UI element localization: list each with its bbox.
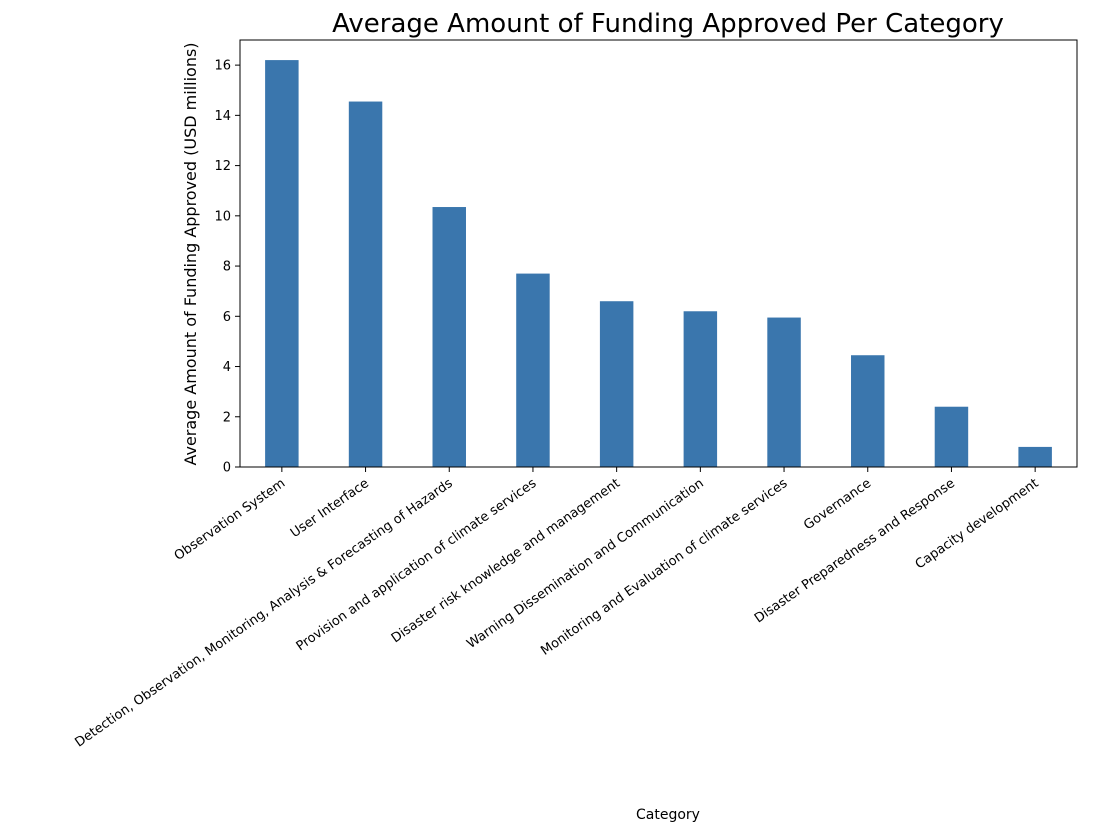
y-tick-label: 14 [214, 109, 231, 124]
bar-2 [348, 101, 383, 467]
bar-4 [516, 273, 550, 467]
bar-6 [683, 311, 718, 467]
bar-8 [851, 355, 885, 467]
y-tick-label: 10 [214, 209, 231, 224]
y-tick-label: 8 [223, 260, 231, 275]
bar-10 [1018, 446, 1052, 467]
chart-title: Average Amount of Funding Approved Per C… [332, 9, 1004, 39]
y-tick-label: 4 [223, 360, 231, 375]
bar-7 [767, 317, 801, 467]
bar-3 [432, 207, 466, 467]
plot-area: 0 2 4 6 8 10 12 14 16 Observation System User Inte… [72, 39, 1078, 751]
axes-frame [239, 39, 1078, 468]
x-tick-label: Detection, Observation, Monitoring, Anal… [72, 476, 455, 751]
y-tick-label: 0 [223, 461, 231, 476]
bar-9 [934, 406, 969, 467]
x-axis-label: Category [636, 807, 700, 823]
bar-5 [599, 301, 634, 467]
y-tick-label: 6 [223, 310, 231, 325]
x-tick-label: User Interface [288, 476, 372, 541]
y-tick-label: 16 [214, 59, 231, 74]
bar-1 [265, 60, 299, 468]
y-tick-label: 2 [223, 410, 231, 425]
y-tick-label: 12 [214, 159, 231, 174]
x-tick-label: Governance [801, 476, 874, 533]
x-tick-label: Observation System [172, 476, 289, 564]
y-axis-label: Average Amount of Funding Approved (USD … [181, 42, 200, 465]
